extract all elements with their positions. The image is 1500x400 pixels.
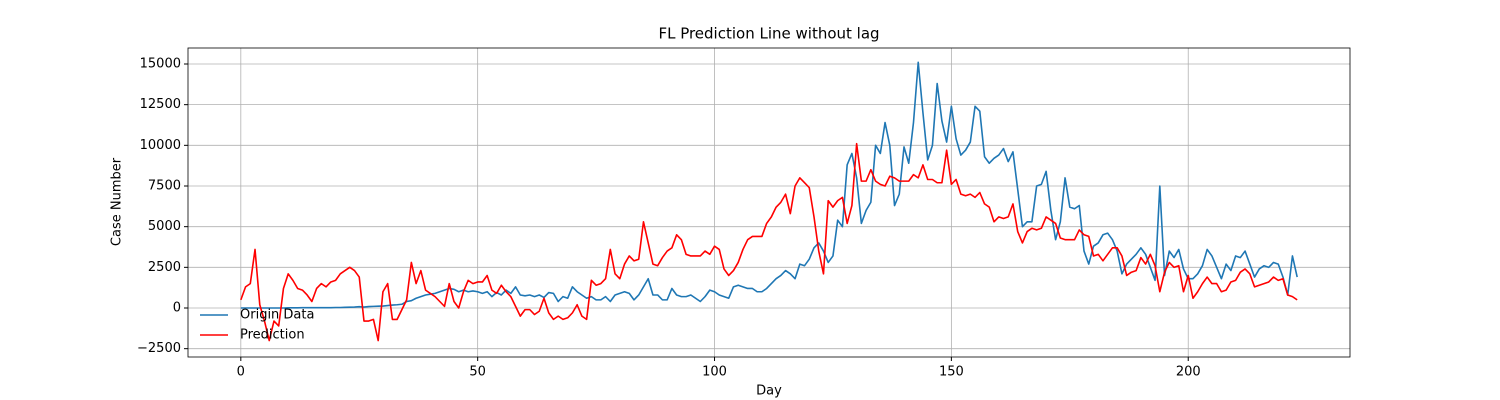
x-tick-label: 100	[702, 365, 727, 380]
x-tick-label: 0	[237, 365, 245, 380]
y-tick-label: 10000	[140, 138, 181, 153]
x-tick-label: 200	[1176, 365, 1201, 380]
chart-title: FL Prediction Line without lag	[658, 25, 879, 43]
y-tick-label: 5000	[148, 219, 181, 234]
legend-label: Origin Data	[240, 308, 314, 323]
plot-frame	[187, 47, 1351, 358]
y-tick-label: 15000	[140, 56, 181, 71]
y-tick-label: 12500	[140, 97, 181, 112]
y-axis-label: Case Number	[110, 157, 125, 246]
y-tick-label: −2500	[137, 341, 181, 356]
x-tick-label: 50	[469, 365, 486, 380]
y-tick-label: 7500	[148, 178, 181, 193]
data-line	[240, 61, 1298, 309]
y-tick-label: 2500	[148, 260, 181, 275]
data-line	[240, 142, 1298, 342]
x-tick-label: 150	[939, 365, 964, 380]
legend-label: Prediction	[240, 328, 305, 343]
y-tick-label: 0	[173, 301, 181, 316]
x-axis-label: Day	[756, 384, 782, 399]
